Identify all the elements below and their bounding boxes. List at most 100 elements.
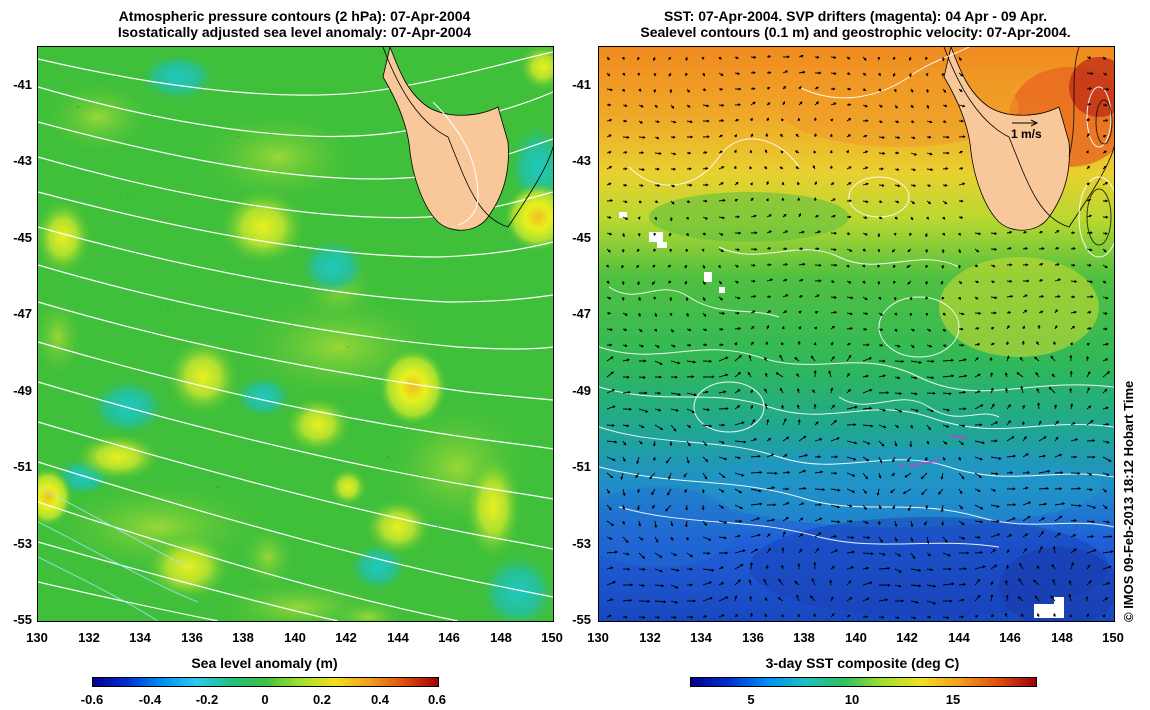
velocity-arrow bbox=[1051, 373, 1056, 378]
velocity-arrow bbox=[1069, 370, 1073, 378]
velocity-arrow bbox=[797, 340, 801, 346]
velocity-arrow bbox=[702, 440, 708, 447]
velocity-arrow bbox=[606, 280, 610, 284]
velocity-arrow bbox=[734, 488, 743, 494]
velocity-arrow bbox=[862, 72, 867, 76]
velocity-arrow bbox=[702, 568, 715, 572]
velocity-arrow bbox=[1102, 87, 1110, 91]
velocity-arrow bbox=[1022, 533, 1029, 538]
velocity-arrow bbox=[1005, 564, 1009, 570]
velocity-arrow bbox=[814, 438, 823, 442]
velocity-arrow bbox=[1102, 614, 1106, 618]
velocity-arrow bbox=[670, 152, 677, 156]
velocity-arrow bbox=[1102, 388, 1108, 394]
velocity-arrow bbox=[669, 296, 673, 302]
velocity-arrow bbox=[718, 264, 721, 269]
velocity-arrow bbox=[606, 88, 614, 92]
velocity-arrow bbox=[894, 616, 900, 620]
velocity-arrow bbox=[1038, 436, 1047, 442]
velocity-arrow bbox=[830, 356, 835, 362]
velocity-arrow bbox=[846, 264, 850, 268]
velocity-arrow bbox=[877, 280, 881, 286]
velocity-arrow bbox=[734, 549, 746, 554]
velocity-arrow bbox=[1054, 532, 1061, 538]
velocity-arrow bbox=[1086, 165, 1090, 170]
velocity-arrow bbox=[734, 472, 745, 477]
velocity-arrow bbox=[1005, 341, 1009, 346]
velocity-arrow bbox=[846, 118, 852, 122]
velocity-arrow bbox=[941, 296, 945, 301]
velocity-arrow bbox=[1016, 372, 1024, 378]
velocity-arrow bbox=[1005, 594, 1009, 602]
velocity-arrow bbox=[941, 56, 945, 62]
velocity-arrow bbox=[830, 231, 838, 235]
velocity-arrow bbox=[830, 471, 838, 475]
velocity-arrow bbox=[926, 135, 932, 139]
velocity-arrow bbox=[734, 456, 741, 460]
velocity-arrow bbox=[830, 248, 837, 251]
velocity-arrow bbox=[1022, 548, 1027, 554]
velocity-arrow bbox=[909, 440, 913, 448]
lon-tick: 138 bbox=[232, 630, 254, 645]
right-colorbar-label: 3-day SST composite (deg C) bbox=[765, 655, 960, 671]
velocity-arrow bbox=[686, 456, 690, 464]
velocity-arrow bbox=[734, 149, 737, 154]
velocity-arrow bbox=[654, 615, 661, 619]
velocity-arrow bbox=[830, 56, 837, 59]
velocity-arrow bbox=[638, 120, 643, 124]
velocity-arrow bbox=[766, 310, 772, 314]
velocity-arrow bbox=[654, 167, 660, 171]
velocity-arrow bbox=[974, 578, 981, 586]
velocity-arrow bbox=[606, 520, 615, 527]
velocity-arrow bbox=[925, 264, 929, 269]
velocity-arrow bbox=[750, 117, 753, 122]
velocity-arrow bbox=[846, 504, 853, 508]
velocity-arrow bbox=[846, 149, 849, 154]
velocity-arrow bbox=[702, 72, 705, 77]
velocity-arrow bbox=[1038, 420, 1042, 426]
velocity-arrow bbox=[974, 565, 986, 570]
velocity-arrow bbox=[734, 504, 744, 509]
velocity-arrow bbox=[734, 134, 738, 138]
velocity-arrow bbox=[893, 280, 896, 285]
velocity-arrow bbox=[814, 181, 817, 186]
velocity-arrow bbox=[653, 248, 657, 252]
velocity-arrow bbox=[750, 502, 763, 506]
velocity-arrow bbox=[622, 598, 633, 602]
left-colorbar bbox=[92, 677, 439, 687]
velocity-arrow bbox=[782, 247, 788, 251]
velocity-arrow bbox=[814, 326, 818, 330]
velocity-arrow bbox=[990, 387, 994, 394]
velocity-arrow bbox=[862, 327, 868, 331]
velocity-arrow bbox=[894, 424, 900, 428]
velocity-arrow bbox=[910, 136, 916, 140]
velocity-arrow bbox=[815, 71, 822, 75]
velocity-arrow bbox=[622, 56, 625, 61]
velocity-arrow bbox=[1038, 517, 1046, 522]
velocity-arrow bbox=[894, 392, 903, 396]
velocity-arrow bbox=[908, 56, 912, 61]
sla-field bbox=[38, 47, 553, 621]
velocity-arrow bbox=[846, 372, 850, 378]
velocity-arrow bbox=[782, 454, 788, 458]
velocity-arrow bbox=[1006, 295, 1014, 298]
velocity-arrow bbox=[846, 103, 852, 107]
velocity-arrow bbox=[686, 312, 689, 318]
velocity-arrow bbox=[622, 183, 628, 187]
velocity-arrow bbox=[925, 56, 928, 61]
velocity-arrow bbox=[813, 369, 817, 378]
velocity-arrow bbox=[668, 72, 672, 77]
velocity-arrow bbox=[846, 488, 856, 493]
velocity-arrow bbox=[764, 149, 768, 154]
velocity-arrow bbox=[718, 440, 725, 444]
velocity-arrow bbox=[766, 55, 772, 59]
velocity-arrow bbox=[907, 456, 912, 463]
velocity-arrow bbox=[702, 135, 710, 139]
velocity-arrow bbox=[622, 440, 627, 446]
velocity-arrow bbox=[685, 72, 688, 77]
velocity-arrow bbox=[765, 597, 768, 602]
velocity-arrow bbox=[814, 279, 822, 283]
velocity-arrow bbox=[942, 167, 949, 171]
velocity-arrow bbox=[830, 182, 835, 186]
velocity-arrow bbox=[734, 614, 739, 618]
